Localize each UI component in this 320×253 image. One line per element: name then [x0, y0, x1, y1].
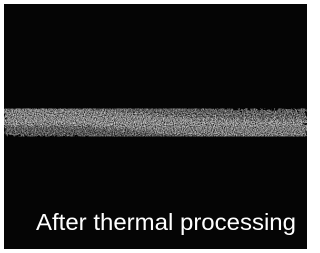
border-bottom: [0, 249, 311, 253]
border-right: [307, 0, 311, 253]
border-top: [0, 0, 311, 4]
border-left: [0, 0, 4, 253]
yarn: [4, 116, 307, 129]
caption: After thermal processing: [36, 209, 296, 235]
photo: After thermal processing: [0, 0, 311, 253]
page: {"caption": "After thermal processing"} …: [0, 0, 311, 253]
